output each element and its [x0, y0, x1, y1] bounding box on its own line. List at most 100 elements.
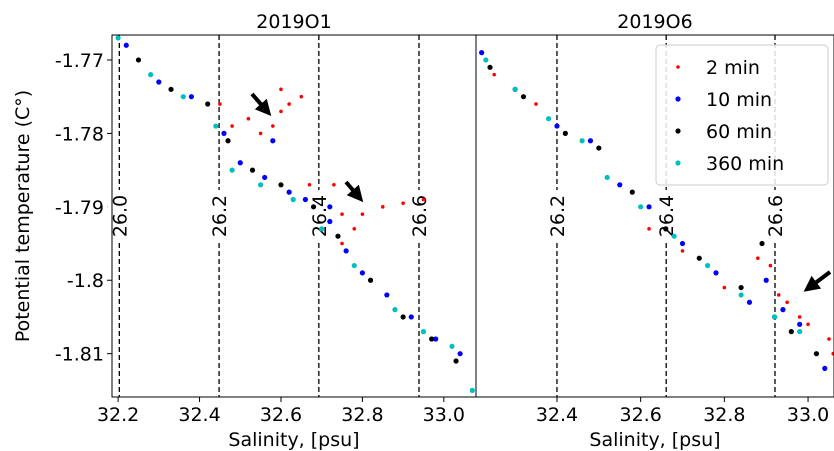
- point: [587, 138, 594, 144]
- point: [156, 79, 162, 85]
- arrow: [344, 180, 364, 203]
- point: [408, 314, 414, 320]
- point: [469, 387, 475, 393]
- point: [797, 315, 802, 319]
- isopycnal-label-bg: [762, 190, 787, 242]
- point: [457, 351, 463, 357]
- isopycnal-label: 26.2: [209, 195, 231, 237]
- point: [705, 262, 711, 269]
- isopycnal-label: 26.2: [547, 195, 569, 237]
- point: [776, 293, 781, 297]
- isopycnal-label-bg: [654, 190, 679, 242]
- legend-marker: [675, 160, 681, 166]
- y-tick-label: -1.78: [55, 123, 104, 145]
- x-tick-label: 32.2: [97, 404, 139, 426]
- point: [554, 123, 560, 129]
- point: [367, 277, 374, 283]
- isopycnal-label: 26.4: [309, 195, 331, 237]
- point: [258, 131, 263, 136]
- point: [135, 57, 142, 63]
- point: [302, 196, 309, 203]
- x-tick-label: 32.6: [620, 404, 662, 426]
- point: [332, 182, 336, 187]
- point: [205, 101, 211, 107]
- x-axis-label: Salinity, [psu]: [589, 429, 720, 451]
- plots: 2019O1 Salinity, [psu] Potential temperatu…: [12, 11, 834, 451]
- point: [270, 138, 276, 144]
- point: [299, 94, 304, 99]
- point: [738, 284, 744, 291]
- legend-marker: [675, 128, 681, 134]
- legend-label: 360 min: [706, 153, 784, 175]
- point: [797, 321, 803, 327]
- legend-label: 10 min: [706, 89, 772, 111]
- point: [421, 197, 426, 202]
- point: [617, 182, 623, 188]
- point: [258, 182, 264, 188]
- point: [822, 365, 828, 371]
- legend-marker: [676, 65, 680, 69]
- point: [646, 204, 652, 210]
- isopycnal-label-bg: [306, 190, 331, 242]
- y-tick-label: -1.77: [55, 50, 104, 72]
- point: [123, 42, 129, 48]
- point: [287, 102, 291, 106]
- point: [713, 270, 719, 276]
- panel: 2019O1 Salinity, [psu] Potential temperatu…: [12, 11, 477, 451]
- point: [352, 227, 357, 231]
- x-tick-label: 32.8: [703, 404, 745, 426]
- point: [759, 240, 765, 247]
- point: [756, 256, 760, 261]
- y-tick-label: -1.81: [55, 344, 104, 366]
- point: [638, 204, 644, 210]
- point: [218, 102, 222, 106]
- point: [771, 314, 778, 320]
- point: [579, 138, 585, 144]
- point: [763, 277, 769, 283]
- x-axis-label: Salinity, [psu]: [228, 429, 359, 451]
- panel-title: 2019O6: [617, 11, 692, 33]
- point: [671, 233, 677, 239]
- point: [237, 160, 243, 166]
- point: [225, 138, 231, 144]
- point: [663, 226, 669, 232]
- point: [221, 130, 227, 136]
- point: [722, 285, 727, 290]
- point: [401, 201, 405, 205]
- point: [746, 299, 753, 305]
- point: [351, 262, 357, 269]
- point: [827, 337, 831, 341]
- point: [148, 72, 154, 78]
- point: [115, 35, 121, 41]
- point: [806, 322, 810, 327]
- isopycnal-label-bg: [406, 190, 431, 242]
- point: [453, 358, 459, 364]
- point: [449, 343, 455, 349]
- point: [359, 270, 366, 276]
- point: [262, 174, 268, 181]
- point: [780, 307, 786, 313]
- point: [429, 336, 435, 342]
- isopycnal-label-bg: [544, 190, 569, 242]
- point: [319, 226, 325, 232]
- arrow: [250, 92, 272, 117]
- point: [271, 124, 275, 128]
- point: [286, 189, 292, 195]
- point: [327, 204, 333, 210]
- point: [647, 227, 651, 231]
- point: [307, 182, 312, 187]
- point: [213, 123, 219, 129]
- isopycnal-label-bg: [107, 190, 132, 242]
- point: [278, 182, 284, 188]
- point: [738, 292, 744, 298]
- point: [380, 205, 385, 209]
- point: [343, 248, 349, 254]
- point: [696, 255, 702, 261]
- point: [392, 307, 398, 313]
- point: [433, 336, 439, 342]
- isopycnal-label: 26.0: [109, 195, 131, 237]
- point: [596, 145, 602, 151]
- point: [246, 116, 251, 121]
- point: [797, 329, 803, 335]
- x-tick-label: 33.0: [423, 404, 465, 426]
